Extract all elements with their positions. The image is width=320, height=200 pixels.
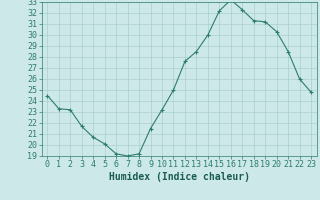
X-axis label: Humidex (Indice chaleur): Humidex (Indice chaleur) — [109, 172, 250, 182]
